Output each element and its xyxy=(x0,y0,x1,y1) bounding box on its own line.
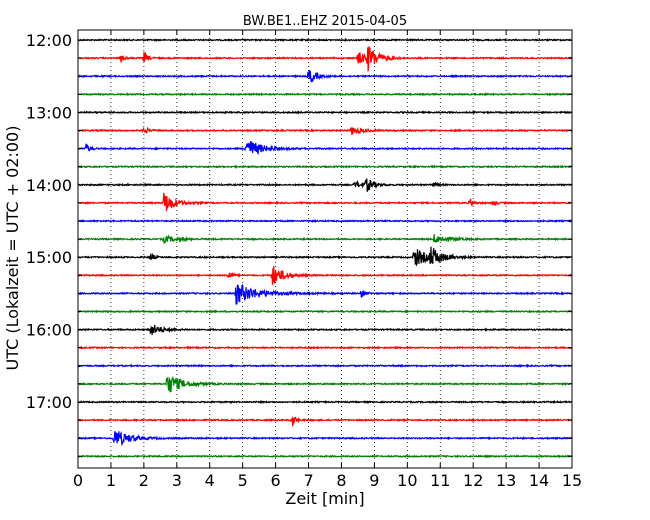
y-axis-label: UTC (Lokalzeit = UTC + 02:00) xyxy=(3,126,22,371)
trace-line xyxy=(77,141,573,155)
trace-line xyxy=(77,234,573,245)
y-tick-label: 17:00 xyxy=(26,393,72,412)
x-tick-label: 12 xyxy=(463,471,483,490)
axes: 0 1 2 3 4 5 6 7 8 9 10 11 12 13 14 1512:0013:0014:0015:… xyxy=(26,30,582,490)
x-tick-label: 5 xyxy=(238,471,248,490)
x-tick-label: 10 xyxy=(397,471,417,490)
trace-line xyxy=(77,454,573,459)
trace-group xyxy=(77,37,573,459)
x-tick-label: 13 xyxy=(496,471,516,490)
x-tick-label: 4 xyxy=(205,471,215,490)
trace-line xyxy=(77,246,573,267)
trace-line xyxy=(77,126,573,135)
x-axis-label: Zeit [min] xyxy=(285,489,364,508)
trace-line xyxy=(77,265,572,285)
trace-line xyxy=(77,363,573,369)
x-tick-label: 9 xyxy=(369,471,379,490)
trace-line xyxy=(77,283,573,305)
x-tick-label: 2 xyxy=(139,471,149,490)
trace-line xyxy=(77,399,573,405)
trace-line xyxy=(77,164,573,169)
trace-line xyxy=(77,309,573,314)
trace-line xyxy=(77,345,573,350)
trace-line xyxy=(77,218,573,224)
trace-line xyxy=(77,69,573,83)
x-tick-label: 0 xyxy=(73,471,83,490)
y-tick-label: 12:00 xyxy=(26,31,72,50)
y-tick-label: 15:00 xyxy=(26,248,72,267)
trace-line xyxy=(77,415,572,428)
trace-line xyxy=(77,178,573,192)
x-tick-label: 6 xyxy=(271,471,281,490)
trace-line xyxy=(77,192,573,212)
x-tick-label: 3 xyxy=(172,471,182,490)
chart-title: BW.BE1..EHZ 2015-04-05 xyxy=(243,14,407,29)
trace-line xyxy=(77,37,573,43)
y-tick-label: 13:00 xyxy=(26,103,72,122)
trace-line xyxy=(77,110,572,115)
x-tick-label: 11 xyxy=(430,471,450,490)
trace-line xyxy=(77,324,573,336)
x-tick-label: 8 xyxy=(336,471,346,490)
x-tick-label: 14 xyxy=(529,471,549,490)
x-tick-label: 7 xyxy=(303,471,313,490)
trace-line xyxy=(77,92,573,97)
trace-line xyxy=(77,46,573,72)
plot-frame xyxy=(77,29,573,469)
y-tick-label: 16:00 xyxy=(26,321,72,340)
trace-line xyxy=(77,376,573,393)
trace-line xyxy=(77,430,573,447)
x-tick-label: 15 xyxy=(562,471,582,490)
y-tick-label: 14:00 xyxy=(26,176,72,195)
x-tick-label: 1 xyxy=(106,471,116,490)
